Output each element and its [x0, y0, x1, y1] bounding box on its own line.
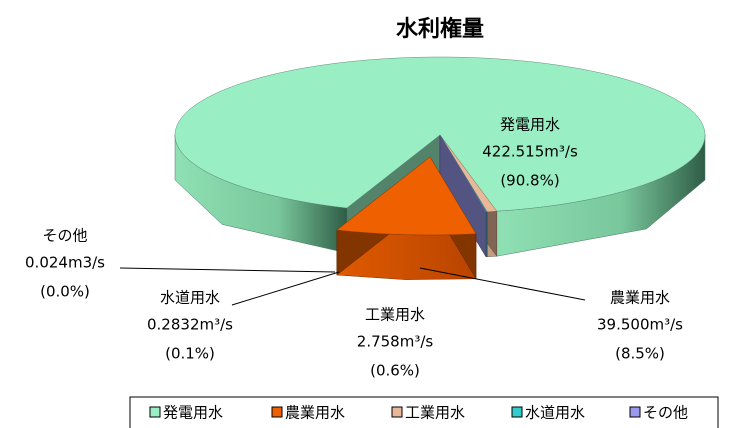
data-label-percent: (90.8%)	[500, 172, 559, 190]
legend-label: 水道用水	[525, 404, 585, 422]
data-label-value: 422.515m³/s	[482, 143, 578, 161]
data-label-value: 39.500m³/s	[597, 316, 683, 334]
data-label-name: 農業用水	[610, 289, 670, 307]
data-label-value: 0.024m3/s	[25, 254, 105, 272]
data-label-value: 2.758m³/s	[357, 333, 434, 351]
legend-swatch	[511, 406, 523, 418]
data-label-percent: (0.6%)	[370, 362, 420, 380]
pie	[174, 56, 706, 280]
data-label-percent: (8.5%)	[615, 345, 665, 363]
data-label-name: 水道用水	[160, 289, 220, 307]
data-label-name: 工業用水	[365, 306, 425, 324]
legend-swatch	[629, 406, 641, 418]
leader-line	[231, 271, 340, 306]
legend-label: その他	[643, 404, 688, 422]
data-label-percent: (0.0%)	[40, 283, 90, 301]
legend: 発電用水 農業用水 工業用水 水道用水 その他	[149, 404, 688, 422]
legend-label: 農業用水	[285, 404, 345, 422]
slice	[439, 134, 487, 213]
data-label-percent: (0.1%)	[165, 345, 215, 363]
legend-label: 発電用水	[163, 404, 223, 422]
legend-label: 工業用水	[405, 404, 465, 422]
data-label-name: 発電用水	[500, 116, 560, 134]
data-label-name: その他	[42, 227, 87, 245]
slice	[336, 156, 477, 236]
data-label-value: 0.2832m³/s	[147, 316, 233, 334]
chart-title: 水利権量	[396, 16, 484, 42]
leader-line	[119, 267, 336, 273]
legend-swatch	[391, 406, 403, 418]
legend-swatch	[271, 406, 283, 418]
leader-line	[419, 267, 586, 301]
legend-box	[129, 396, 719, 428]
legend-swatch	[149, 406, 161, 418]
slice	[174, 56, 706, 212]
